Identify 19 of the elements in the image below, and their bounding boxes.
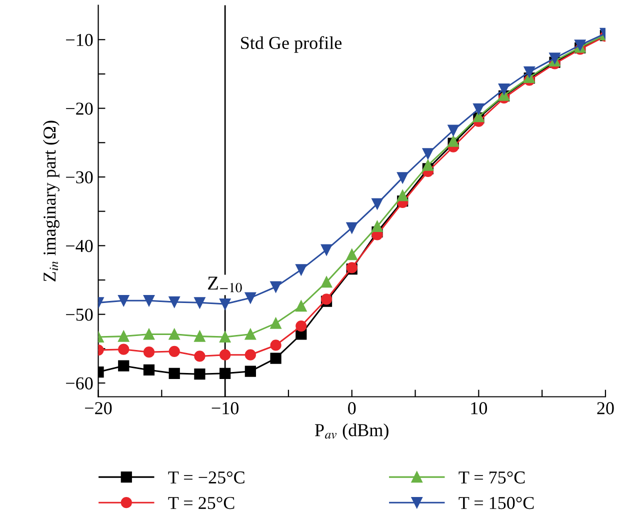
x-tick-label: 0 xyxy=(348,402,356,414)
x-tick-label: −20 xyxy=(85,402,112,414)
y-axis-title: Z$_{in}$ imaginary part (Ω) xyxy=(43,120,60,282)
x-axis-title: P$_{av}$ (dBm) xyxy=(315,424,388,440)
legend-label: T = 75°C xyxy=(458,471,525,484)
x-tick-label: −10 xyxy=(212,402,238,414)
y-tick-label: −30 xyxy=(66,171,93,184)
annotation: Std Ge profile xyxy=(241,36,342,53)
y-tick-label: −10 xyxy=(66,34,93,46)
y-tick-label: −60 xyxy=(66,377,93,390)
x-tick-label: 10 xyxy=(471,402,488,414)
y-tick-label: −50 xyxy=(66,308,93,321)
legend-label: T = 25°C xyxy=(168,496,234,510)
annotation: Z$_{−10}$ xyxy=(208,276,242,292)
legend-label: T = −25°C xyxy=(168,471,244,484)
x-tick-label: 20 xyxy=(597,402,614,414)
legend-label: T = 150°C xyxy=(458,496,534,510)
y-tick-label: −20 xyxy=(66,102,93,115)
y-tick-label: −40 xyxy=(66,240,93,252)
